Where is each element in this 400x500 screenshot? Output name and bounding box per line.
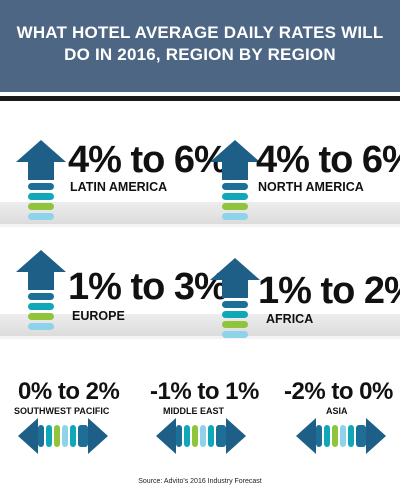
rate-africa: 1% to 2% [258, 270, 400, 312]
header-divider [0, 96, 400, 101]
rate-europe: 1% to 3% [68, 266, 228, 308]
header-banner: WHAT HOTEL AVERAGE DAILY RATES WILL DO I… [0, 0, 400, 92]
rate-southwest-pacific: 0% to 2% [18, 378, 120, 405]
page-title: WHAT HOTEL AVERAGE DAILY RATES WILL DO I… [16, 23, 384, 64]
up-arrow-icon [210, 258, 260, 338]
row-band-2 [0, 314, 400, 339]
region-southwest-pacific: SOUTHWEST PACIFIC [14, 406, 110, 416]
row-band-1 [0, 202, 400, 227]
left-right-arrow-icon [18, 418, 108, 454]
region-middle-east: MIDDLE EAST [163, 406, 225, 416]
region-north-america: NORTH AMERICA [258, 180, 364, 194]
up-arrow-icon [16, 250, 66, 330]
region-latin-america: LATIN AMERICA [70, 180, 168, 194]
rate-asia: -2% to 0% [284, 378, 393, 405]
region-africa: AFRICA [266, 312, 314, 326]
up-arrow-icon [16, 140, 66, 220]
source-note: Source: Advito's 2016 Industry Forecast [138, 478, 262, 485]
region-europe: EUROPE [72, 309, 125, 323]
region-asia: ASIA [326, 406, 348, 416]
rate-north-america: 4% to 6% [256, 139, 400, 181]
up-arrow-icon [210, 140, 260, 220]
rate-middle-east: -1% to 1% [150, 378, 259, 405]
left-right-arrow-icon [156, 418, 246, 454]
rate-latin-america: 4% to 6% [68, 139, 228, 181]
left-right-arrow-icon [296, 418, 386, 454]
